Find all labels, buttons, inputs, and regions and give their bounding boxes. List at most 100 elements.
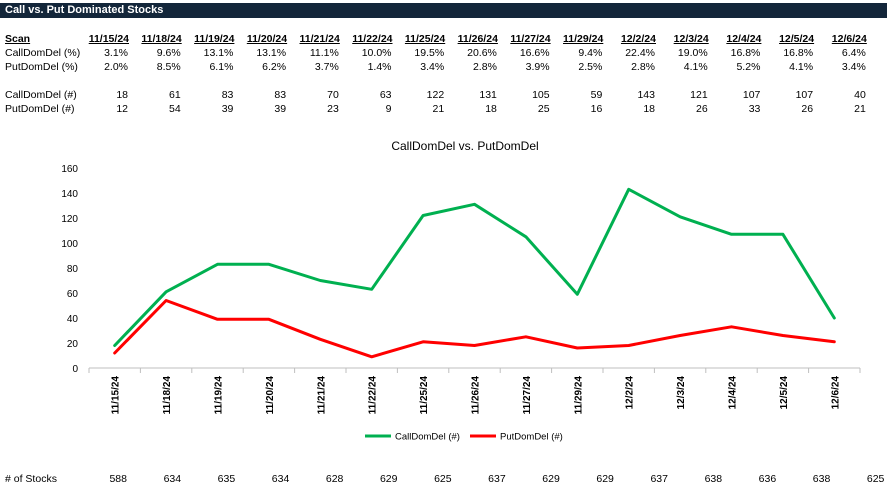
date-header: 11/22/24 [352,33,393,45]
table-cell: 40 [854,89,866,101]
table-cell: 131 [479,89,497,101]
table-cell: 12 [116,103,128,115]
y-tick-label: 100 [61,239,78,250]
date-header: 11/27/24 [510,33,551,45]
table-cell: 39 [274,103,287,115]
date-header: 12/3/24 [673,33,709,45]
table-cell: 2.8% [472,61,497,73]
x-tick-label: 11/22/24 [368,376,379,415]
table-cell: 6.1% [209,61,234,73]
table-cell: 107 [742,89,761,101]
table-cell: 1.4% [367,61,392,73]
table-cell: 8.5% [156,61,181,73]
table-cell: 10.0% [361,47,392,59]
stock-count: 634 [163,473,182,485]
stock-count: 625 [866,473,885,485]
y-tick-label: 0 [72,364,78,375]
x-tick-label: 11/19/24 [214,376,225,415]
table-cell: 6.4% [841,47,866,59]
table-cell: 61 [169,89,181,101]
date-header: 11/21/24 [299,33,340,45]
date-header: 11/25/24 [404,33,446,45]
date-header: 11/29/24 [563,33,604,45]
date-header: 12/5/24 [779,33,815,45]
table-cell: 2.8% [631,61,655,73]
table-cell: 16.6% [519,47,550,59]
table-cell: 5.2% [736,61,761,73]
table-cell: 13.1% [203,47,234,59]
table-cell: 18 [643,103,655,115]
row-label: CallDomDel (%) [5,47,81,59]
x-tick-label: 11/21/24 [316,376,327,415]
y-tick-label: 120 [61,214,78,225]
table-cell: 20.6% [467,47,497,59]
footer-label: # of Stocks [5,473,57,485]
date-header: 11/26/24 [457,33,498,45]
table-cell: 26 [696,103,708,115]
table-cell: 13.1% [256,47,287,59]
date-header: 11/18/24 [141,33,182,45]
table-cell: 2.0% [104,61,128,73]
table-cell: 16.8% [783,47,814,59]
date-header: 11/15/24 [88,33,129,45]
table-row: CallDomDel (%) 3.1% 9.6% 13.1% 13.1% 11.1% 10.… [0,47,887,61]
y-tick-label: 80 [67,264,79,275]
y-tick-label: 160 [61,164,78,175]
table-cell: 121 [690,89,708,101]
x-tick-label: 11/15/24 [111,376,122,415]
stock-count: 629 [542,473,560,485]
table-cell: 18 [116,89,128,101]
table-cell: 9 [385,103,392,115]
table-cell: 39 [221,103,234,115]
date-header: 11/20/24 [246,33,288,45]
table-cell: 107 [795,89,814,101]
date-header: 12/2/24 [620,33,656,45]
table-row: PutDomDel (#) 12 54 39 39 23 9 21 18 25 16 18 26 33 26… [0,103,887,117]
table-cell: 83 [274,89,287,101]
table-row: CallDomDel (#) 18 61 83 83 70 63 122 131 105 59 143… [0,89,887,103]
table-cell: 59 [590,89,603,101]
y-tick-label: 40 [67,314,79,325]
stock-count: 638 [812,473,831,485]
stock-count: 635 [217,473,236,485]
line-chart: CallDomDel vs. PutDomDel 0 20 40 60 80 100 120… [61,139,861,443]
x-tick-label: 11/20/24 [265,376,276,415]
stock-count: 588 [109,473,127,485]
legend-label: PutDomDel (#) [500,432,563,443]
row-label: PutDomDel (#) [5,103,75,115]
table-cell: 3.4% [420,61,445,73]
table-cell: 9.4% [578,47,603,59]
table-cell: 122 [426,89,445,101]
table-cell: 9.6% [156,47,181,59]
x-tick-label: 12/2/24 [625,376,636,410]
x-axis: 11/15/24 11/18/24 11/19/24 11/20/24 11/21/24… [88,367,861,415]
x-tick-label: 12/5/24 [779,376,790,410]
chart-title: CallDomDel vs. PutDomDel [391,139,538,153]
table-cell: 63 [379,89,392,101]
table-cell: 21 [432,103,445,115]
stock-count-row: # of Stocks 588 634 635 634 628 629 625 637 629 62… [0,473,887,487]
table-cell: 11.1% [309,47,339,59]
stock-count: 636 [758,473,777,485]
table-header-row: Scan 11/15/24 11/18/24 11/19/24 11/20/24 11/2… [0,33,887,47]
table-cell: 83 [221,89,234,101]
table-cell: 25 [537,103,550,115]
chart-legend: CallDomDel (#) PutDomDel (#) [365,432,563,443]
date-header: 12/6/24 [831,33,867,45]
table-cell: 21 [854,103,866,115]
date-header: 12/4/24 [726,33,762,45]
x-tick-label: 11/25/24 [419,376,430,415]
table-cell: 6.2% [262,61,287,73]
scan-label: Scan [5,33,31,45]
legend-label: CallDomDel (#) [395,432,460,443]
x-tick-label: 11/26/24 [471,376,482,415]
stock-count: 638 [704,473,723,485]
table-cell: 33 [748,103,761,115]
table-cell: 19.5% [414,47,445,59]
banner-title: Call vs. Put Dominated Stocks [0,3,887,18]
table-cell: 2.5% [578,61,603,73]
y-tick-label: 140 [61,189,78,200]
stock-count: 625 [434,473,452,485]
stock-count: 629 [379,473,398,485]
table-cell: 3.9% [525,61,550,73]
